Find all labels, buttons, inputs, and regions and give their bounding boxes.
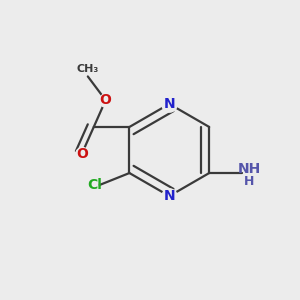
Text: O: O — [100, 93, 112, 107]
Text: O: O — [76, 147, 88, 161]
Text: H: H — [244, 176, 254, 188]
Text: N: N — [164, 189, 175, 203]
Text: Cl: Cl — [87, 178, 102, 192]
Text: NH: NH — [238, 162, 261, 176]
Text: CH₃: CH₃ — [77, 64, 99, 74]
Text: N: N — [164, 97, 175, 111]
